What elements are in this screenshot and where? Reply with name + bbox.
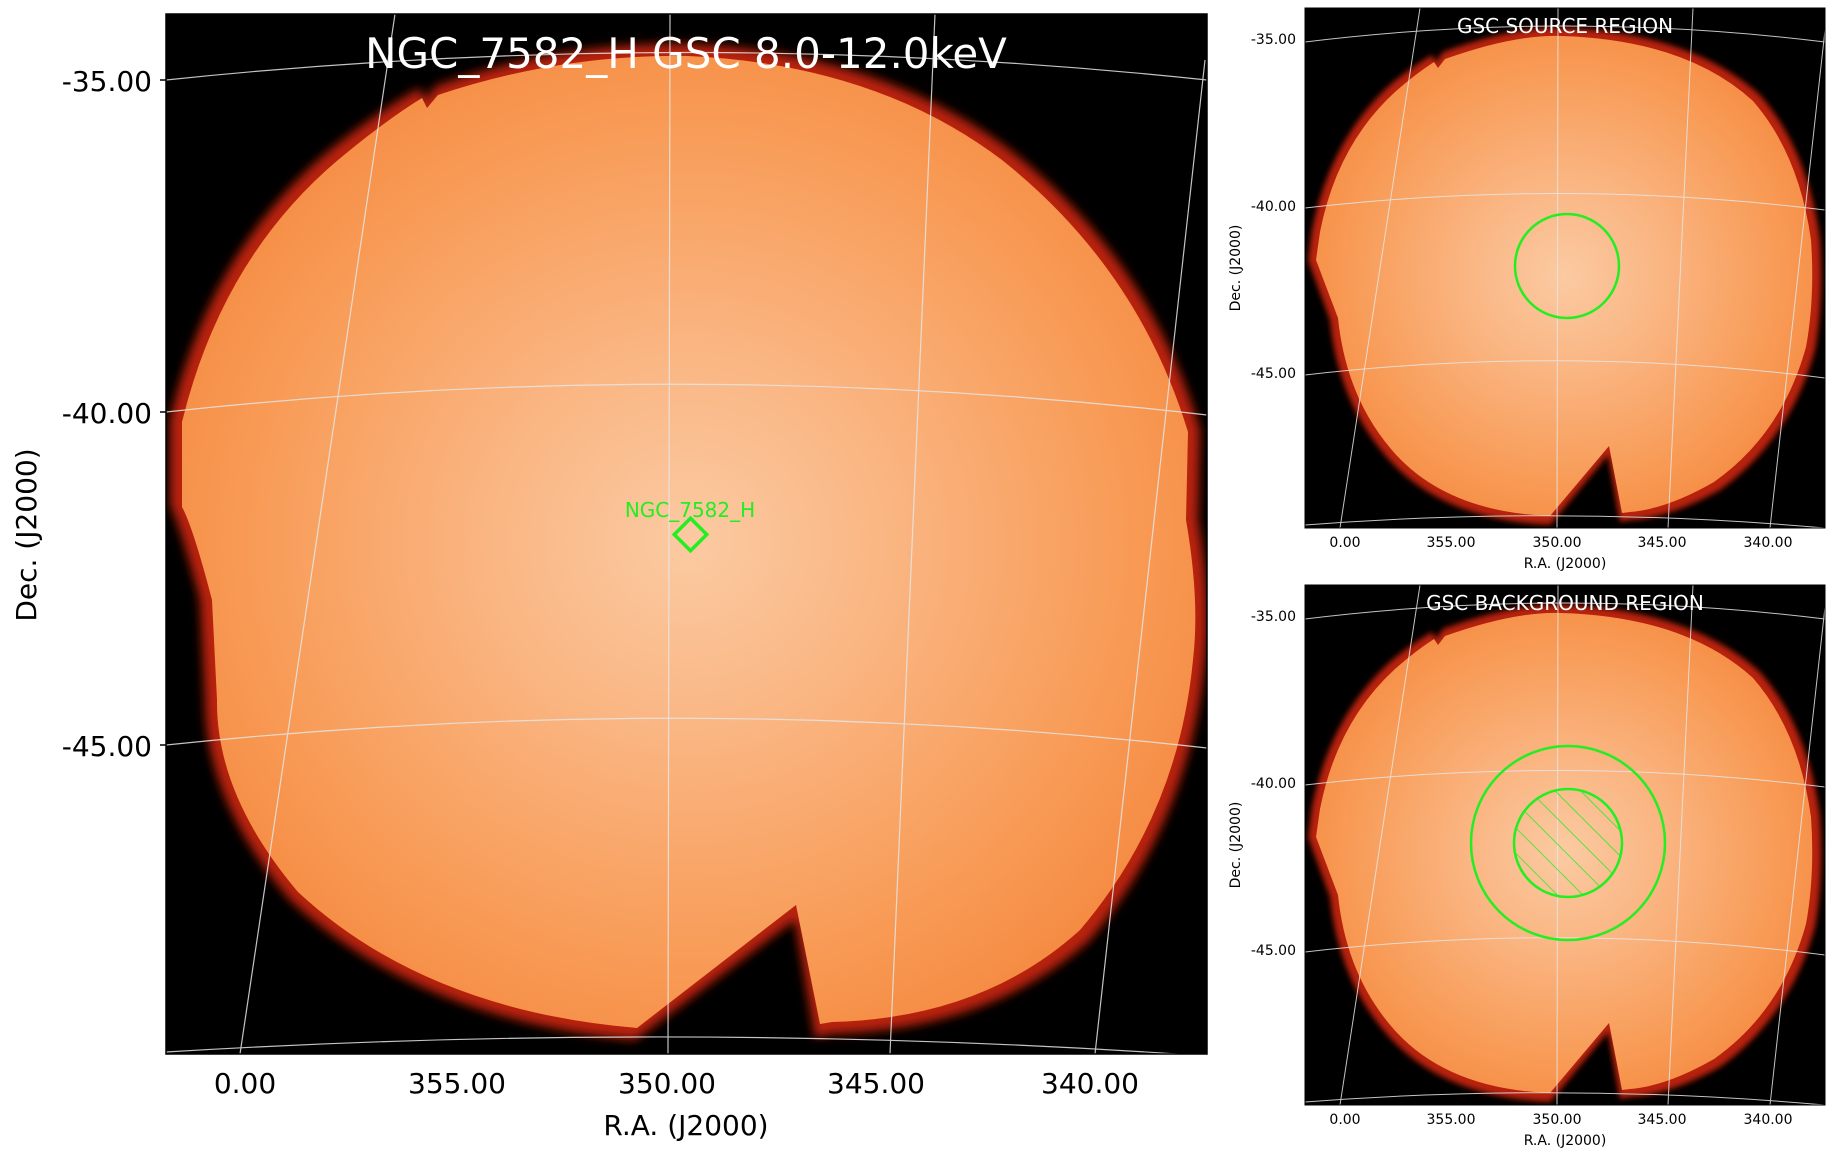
- main-y-axis: -35.00 -40.00 -45.00 Dec. (J2000): [10, 65, 166, 763]
- source-region-panel: GSC SOURCE REGION -35.00 -40.00 -45.00 D…: [1228, 7, 1826, 572]
- source-axes-frame: [1304, 7, 1826, 529]
- background-x-tick: 340.00: [1744, 1112, 1793, 1128]
- background-y-label: Dec. (J2000): [1228, 802, 1244, 889]
- background-x-tick: 350.00: [1533, 1112, 1582, 1128]
- main-x-axis: 0.00 355.00 350.00 345.00 340.00 R.A. (J…: [214, 1067, 1139, 1142]
- background-x-tick: 0.00: [1329, 1112, 1360, 1128]
- background-excluded-region: [1512, 787, 1624, 899]
- background-y-tick: -40.00: [1251, 776, 1296, 792]
- source-region-circle: [1513, 212, 1621, 320]
- source-x-tick: 350.00: [1533, 535, 1582, 551]
- background-x-label: R.A. (J2000): [1524, 1133, 1607, 1149]
- main-x-tick: 350.00: [618, 1067, 716, 1100]
- main-y-label: Dec. (J2000): [10, 448, 43, 621]
- main-panel: NGC_7582_H NGC_7582_H GSC 8.0-12.0keV -3…: [10, 13, 1208, 1142]
- main-x-tick: 355.00: [408, 1067, 506, 1100]
- background-y-tick: -45.00: [1251, 943, 1296, 959]
- source-marker: [671, 515, 710, 554]
- source-y-tick: -45.00: [1251, 366, 1296, 382]
- source-x-tick: 0.00: [1329, 535, 1360, 551]
- main-y-tick: -35.00: [62, 65, 152, 98]
- main-y-tick: -45.00: [62, 730, 152, 763]
- main-x-tick: 345.00: [827, 1067, 925, 1100]
- main-axes-frame: [165, 13, 1208, 1055]
- background-x-tick: 345.00: [1638, 1112, 1687, 1128]
- source-x-tick: 345.00: [1638, 535, 1687, 551]
- source-x-tick: 340.00: [1744, 535, 1793, 551]
- source-x-tick: 355.00: [1427, 535, 1476, 551]
- main-x-tick: 340.00: [1041, 1067, 1139, 1100]
- background-axes-frame: [1304, 584, 1826, 1106]
- source-y-tick: -40.00: [1251, 199, 1296, 215]
- background-region-panel: GSC BACKGROUND REGION -35.00 -40.00 -45.…: [1228, 584, 1826, 1149]
- main-coordinate-grid: [166, 14, 1207, 1054]
- background-outer-annulus: [1469, 744, 1667, 942]
- source-coordinate-grid: [1305, 8, 1825, 528]
- background-panel-title: GSC BACKGROUND REGION: [1426, 591, 1704, 615]
- source-x-label: R.A. (J2000): [1524, 556, 1607, 572]
- background-x-tick: 355.00: [1427, 1112, 1476, 1128]
- source-y-tick: -35.00: [1251, 32, 1296, 48]
- source-label: NGC_7582_H: [625, 498, 755, 522]
- source-y-label: Dec. (J2000): [1228, 225, 1244, 312]
- source-panel-title: GSC SOURCE REGION: [1457, 14, 1673, 38]
- background-y-tick: -35.00: [1251, 609, 1296, 625]
- main-sky-disc: [182, 55, 1196, 1028]
- main-y-tick: -40.00: [62, 397, 152, 430]
- source-sky-disc: [1316, 35, 1813, 516]
- main-title: NGC_7582_H GSC 8.0-12.0keV: [365, 29, 1007, 78]
- background-coordinate-grid: [1305, 585, 1825, 1105]
- main-x-tick: 0.00: [214, 1067, 276, 1100]
- main-x-label: R.A. (J2000): [603, 1109, 768, 1142]
